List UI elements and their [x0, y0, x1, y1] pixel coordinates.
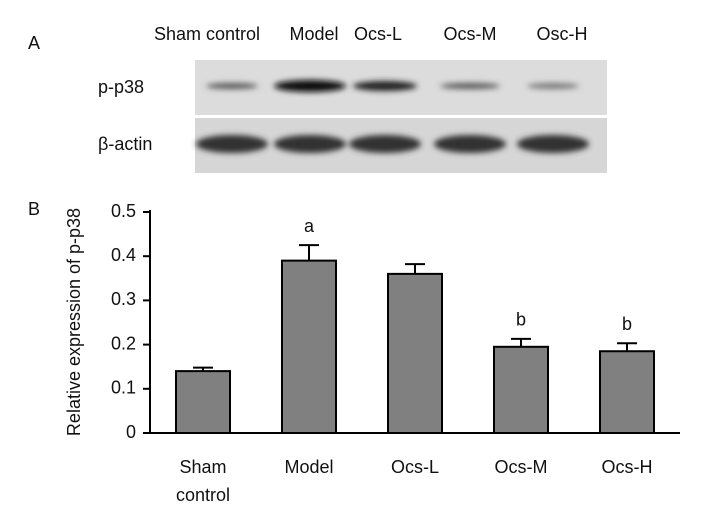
y-tick-label: 0 [126, 422, 136, 442]
lane-label: Model [289, 24, 338, 44]
x-tick-label: Ocs-L [390, 457, 439, 477]
band [349, 135, 421, 153]
lane-label: Osc-H [537, 24, 588, 44]
y-tick-label: 0.4 [111, 245, 136, 265]
y-tick-label: 0.3 [111, 289, 136, 309]
bar-annotation: b [622, 314, 632, 334]
bar [493, 345, 549, 434]
lane-label: Ocs-L [354, 24, 402, 44]
band [527, 83, 579, 89]
y-tick-label: 0.5 [111, 201, 136, 221]
blot [195, 60, 607, 173]
error-bar [511, 337, 531, 347]
error-bar [405, 263, 425, 274]
error-bar [617, 342, 637, 352]
bar [281, 259, 337, 434]
panel-label: B [28, 199, 40, 219]
x-tick-label: Ocs-H [601, 457, 653, 477]
x-tick-label: Model [284, 457, 334, 477]
row-label: β-actin [98, 134, 152, 154]
bar [175, 370, 231, 434]
lane-label: Ocs-M [444, 24, 497, 44]
row-label: p-p38 [98, 77, 144, 97]
band [353, 81, 417, 91]
x-tick-label: Ocs-M [494, 457, 548, 477]
bar-annotation: b [516, 310, 526, 330]
y-tick-label: 0.2 [111, 333, 136, 353]
lane-label: Sham control [154, 24, 260, 44]
band [517, 135, 589, 153]
band [206, 83, 258, 89]
band [196, 135, 268, 153]
band [440, 83, 500, 89]
bar [599, 350, 655, 435]
band [274, 135, 346, 153]
y-axis-label: Relative expression of p-p38 [64, 208, 84, 436]
error-bar [299, 244, 319, 261]
y-tick-label: 0.1 [111, 378, 136, 398]
panel-label: A [28, 33, 40, 53]
bar [387, 272, 443, 434]
x-tick-label: Sham control [175, 457, 231, 505]
band [274, 80, 346, 92]
bar-annotation: a [304, 216, 315, 236]
band [434, 135, 506, 153]
